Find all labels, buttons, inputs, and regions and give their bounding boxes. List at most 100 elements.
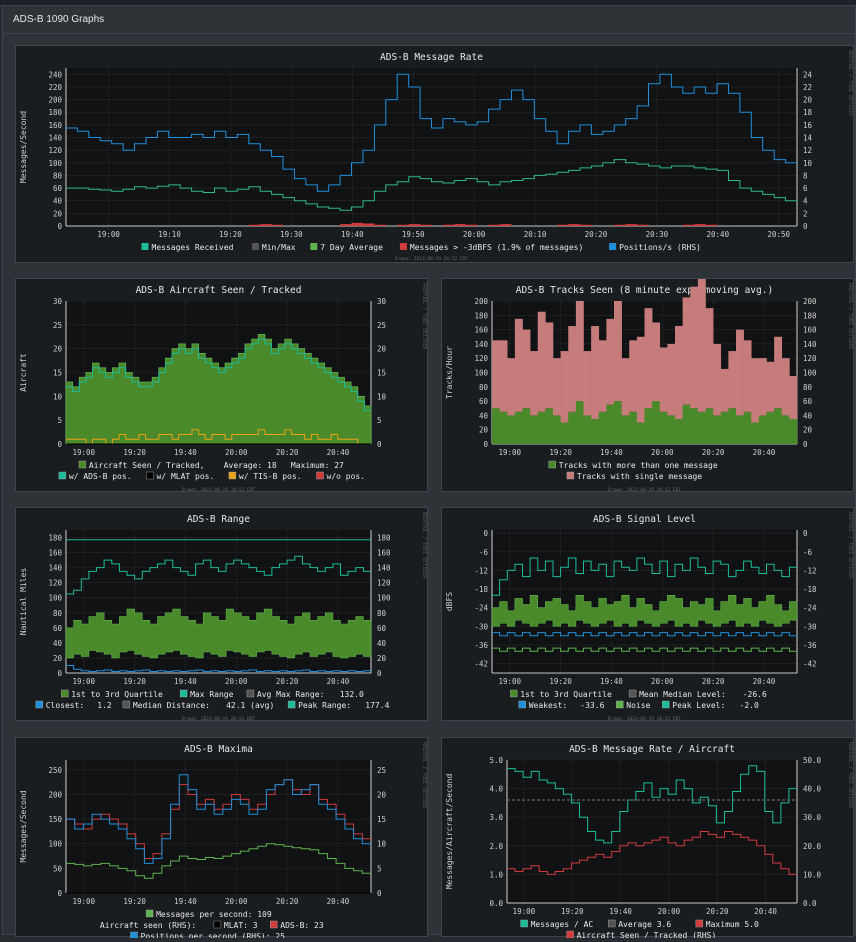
y-tick-label: 140 (474, 340, 488, 349)
bar-strong-messages (397, 224, 409, 226)
bar-multi-message (728, 408, 737, 444)
legend-label: 1.2 (97, 701, 112, 710)
y-tick-label-right: -12 (803, 566, 817, 575)
y-tick-label-right: 0 (377, 669, 382, 678)
bar-strong-messages (625, 224, 638, 226)
y-tick-label: 140 (48, 134, 62, 143)
legend-swatch (616, 700, 624, 709)
y-axis-label: Messages/Second (19, 790, 28, 862)
legend-label: Tracks with more than one message (559, 461, 718, 470)
legend-label: Peak Level: (672, 701, 725, 710)
y-tick-label: 160 (48, 121, 62, 130)
bar-strong-messages (694, 224, 706, 226)
x-tick-label: 20:40 (753, 448, 776, 457)
y-tick-label: 100 (48, 159, 62, 168)
bar-multi-message (758, 415, 767, 444)
x-tick-label: 19:40 (174, 677, 197, 686)
legend-label: 1st to 3rd Quartile (520, 690, 612, 699)
chart-svg: ADS-B Message Rate / Aircraft RRDTOOL / T… (445, 742, 853, 940)
x-tick-label: 20:50 (767, 230, 790, 239)
legend-swatch (58, 471, 67, 480)
bar-multi-message (652, 401, 661, 444)
y-tick-label-right: 0 (803, 529, 808, 538)
series-line (66, 665, 371, 672)
bar-strong-messages (340, 224, 352, 226)
bar-strong-messages (271, 224, 284, 226)
y-tick-label-right: 120 (377, 579, 391, 588)
bar-single-message (499, 340, 508, 412)
bar-single-message (492, 340, 500, 409)
bar-strong-messages (637, 224, 649, 226)
bar-strong-messages (351, 222, 363, 226)
y-tick-label-right: -30 (803, 622, 817, 631)
y-tick-label: 150 (48, 815, 62, 824)
legend-swatch (122, 700, 131, 709)
y-tick-label: 40 (479, 411, 489, 420)
bar-multi-message (667, 415, 676, 444)
x-tick-label: 19:20 (123, 448, 146, 457)
chart-svg: ADS-B Range RRDTOOL / TOBI OETIKER Nautica… (19, 512, 427, 722)
bar-single-message (781, 358, 790, 416)
x-tick-label: 20:00 (651, 448, 674, 457)
x-tick-label: 19:00 (73, 677, 96, 686)
y-tick-label-right: 25 (377, 766, 386, 775)
bar-single-message (553, 358, 561, 416)
bar-strong-messages (248, 224, 261, 226)
chart-rate-per-aircraft: ADS-B Message Rate / Aircraft RRDTOOL / T… (441, 737, 854, 940)
bar-strong-messages (614, 224, 626, 226)
bar-strong-messages (442, 224, 455, 226)
legend-swatch (145, 909, 154, 918)
y-tick-label: -18 (474, 585, 488, 594)
chart-footer: Drawn: 2023-08-19 20:52 EDT (395, 256, 468, 262)
bar-single-message (758, 358, 767, 416)
bar-single-message (598, 340, 607, 412)
rrdtool-credit: RRDTOOL / TOBI OETIKER (847, 50, 853, 117)
y-tick-label: 20 (53, 345, 63, 354)
legend-swatch (607, 919, 616, 928)
bar-single-message (720, 368, 729, 412)
y-tick-label-right: 80 (377, 609, 387, 618)
y-tick-label-right: 15 (377, 815, 386, 824)
y-tick-label: 20 (479, 426, 489, 435)
bar-single-message (545, 322, 554, 409)
y-tick-label: 100 (48, 594, 62, 603)
x-tick-label: 20:40 (753, 677, 776, 686)
y-tick-label-right: 15 (377, 369, 386, 378)
y-tick-label-right: 160 (377, 549, 391, 558)
legend-swatch (287, 700, 296, 709)
x-tick-label: 19:40 (174, 897, 197, 906)
y-tick-label: 180 (48, 534, 62, 543)
bar-multi-message (583, 415, 592, 444)
bar-multi-message (537, 411, 546, 444)
bar-single-message (675, 326, 683, 419)
bar-multi-message (697, 411, 706, 444)
x-tick-label: 20:20 (276, 897, 299, 906)
y-axis-label: Aircraft (19, 353, 28, 392)
y-tick-label: 100 (474, 369, 488, 378)
rrdtool-credit: RRDTOOL / TOBI OETIKER (421, 283, 427, 350)
bar-multi-message (545, 408, 554, 444)
y-tick-label: 120 (48, 146, 62, 155)
legend-swatch (146, 471, 154, 480)
x-tick-label: 19:40 (341, 230, 364, 239)
bar-single-message (629, 340, 638, 412)
bar-single-message (583, 351, 592, 416)
bar-multi-message (568, 411, 577, 444)
chart-title: ADS-B Message Rate / Aircraft (569, 744, 735, 755)
bar-single-message (644, 308, 653, 409)
legend-label: Noise (626, 701, 650, 710)
bar-multi-message (591, 418, 600, 444)
bar-multi-message (522, 408, 531, 444)
legend-label: ADS-B: 23 (280, 921, 324, 930)
x-tick-label: 19:20 (123, 677, 146, 686)
bar-multi-message (499, 411, 508, 444)
x-tick-label: 20:20 (276, 677, 299, 686)
bar-multi-message (644, 408, 653, 444)
legend-label: Aircraft seen (RHS): (100, 921, 196, 930)
series-line (66, 843, 371, 879)
bar-single-message (789, 376, 798, 419)
x-tick-label: 19:20 (123, 897, 146, 906)
y-tick-label-right: 6 (803, 184, 808, 193)
bar-strong-messages (557, 224, 569, 226)
bar-strong-messages (705, 224, 718, 226)
